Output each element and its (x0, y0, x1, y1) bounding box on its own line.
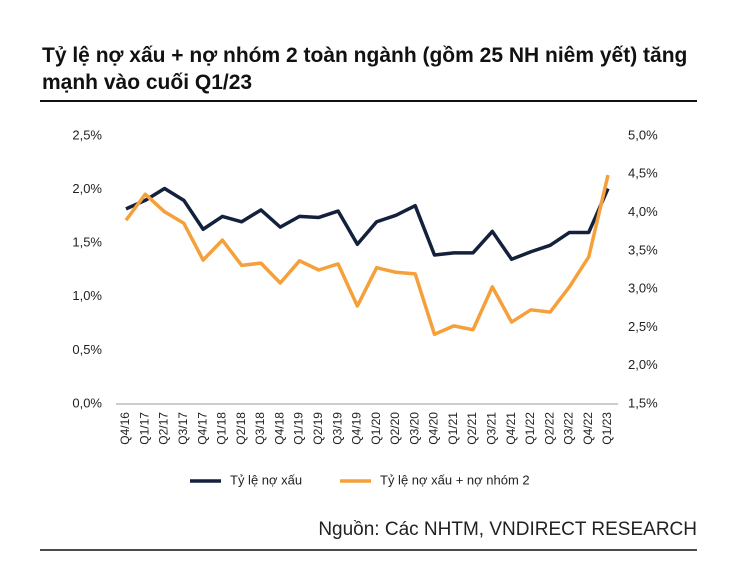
x-tick-label: Q1/20 (369, 412, 383, 445)
x-tick-label: Q4/16 (118, 412, 132, 445)
y2-tick-label: 2,0% (628, 357, 658, 372)
y-tick-label: 0,0% (72, 395, 102, 410)
y-tick-label: 2,0% (72, 181, 102, 196)
y2-tick-label: 4,0% (628, 204, 658, 219)
x-tick-label: Q2/22 (542, 412, 556, 445)
x-tick-label: Q1/21 (446, 412, 460, 445)
x-tick-label: Q1/17 (137, 412, 151, 445)
x-tick-label: Q3/19 (330, 412, 344, 445)
x-tick-label: Q1/23 (600, 412, 614, 445)
legend-label: Tỷ lệ nợ xấu + nợ nhóm 2 (380, 472, 530, 487)
x-tick-label: Q2/19 (311, 412, 325, 445)
x-tick-label: Q4/21 (504, 412, 518, 445)
x-tick-label: Q2/17 (157, 412, 171, 445)
x-tick-label: Q3/18 (253, 412, 267, 445)
y-tick-label: 0,5% (72, 342, 102, 357)
x-tick-label: Q4/19 (350, 412, 364, 445)
x-tick-label: Q3/22 (562, 412, 576, 445)
x-tick-label: Q2/18 (234, 412, 248, 445)
x-tick-label: Q1/22 (523, 412, 537, 445)
legend-label: Tỷ lệ nợ xấu (230, 472, 302, 487)
x-tick-label: Q4/20 (427, 412, 441, 445)
y2-tick-label: 3,5% (628, 242, 658, 257)
y2-tick-label: 4,5% (628, 166, 658, 181)
x-tick-label: Q4/18 (272, 412, 286, 445)
x-tick-label: Q3/17 (176, 412, 190, 445)
x-tick-label: Q1/18 (215, 412, 229, 445)
y2-tick-label: 1,5% (628, 395, 658, 410)
x-tick-label: Q3/21 (484, 412, 498, 445)
x-tick-label: Q4/22 (581, 412, 595, 445)
x-tick-label: Q2/21 (465, 412, 479, 445)
x-tick-label: Q3/20 (407, 412, 421, 445)
y2-tick-label: 2,5% (628, 319, 658, 334)
x-tick-label: Q1/19 (292, 412, 306, 445)
series-line (124, 174, 610, 337)
series-line (125, 186, 610, 262)
y-tick-label: 1,0% (72, 288, 102, 303)
y-tick-label: 2,5% (72, 127, 102, 142)
y2-tick-label: 5,0% (628, 127, 658, 142)
y-tick-label: 1,5% (72, 235, 102, 250)
y2-tick-label: 3,0% (628, 281, 658, 296)
x-tick-label: Q4/17 (195, 412, 209, 445)
source: Nguồn: Các NHTM, VNDIRECT RESEARCH (318, 519, 697, 540)
chart-title: Tỷ lệ nợ xấu + nợ nhóm 2 toàn ngành (gồm… (42, 44, 688, 94)
x-tick-label: Q2/20 (388, 412, 402, 445)
